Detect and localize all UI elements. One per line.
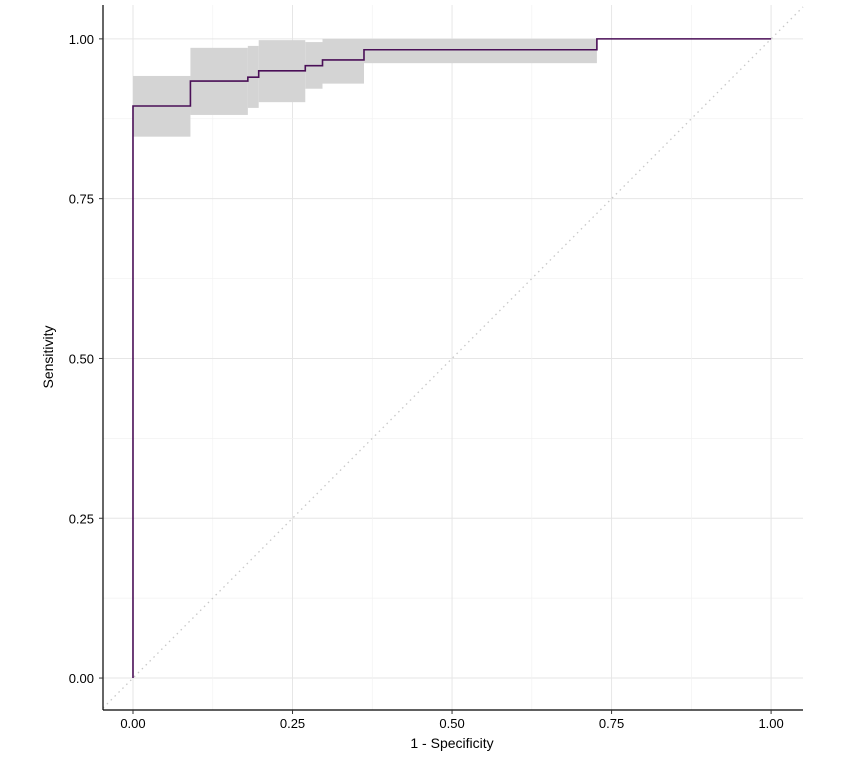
ticks: 0.00 0.25 0.50 0.75 1.00 0.00 0.25 0.50 0.75 1.00: [69, 32, 784, 731]
y-tick-label: 0.50: [69, 351, 94, 366]
y-tick-label: 0.75: [69, 192, 94, 207]
diagonal-line: [102, 6, 804, 709]
ci-band-segment: [363, 38, 597, 64]
x-tick-label: 0.00: [120, 716, 145, 731]
y-axis-label: Sensitivity: [40, 325, 56, 388]
x-tick-label: 0.75: [599, 716, 624, 731]
roc-line: [132, 38, 772, 679]
ci-band-segment: [322, 38, 364, 84]
roc-curve: [132, 38, 772, 679]
y-tick-label: 1.00: [69, 32, 94, 47]
y-tick-label: 0.25: [69, 511, 94, 526]
x-axis-label: 1 - Specificity: [410, 735, 493, 751]
confidence-band: [132, 38, 597, 137]
y-tick-label: 0.00: [69, 671, 94, 686]
axes: [102, 5, 803, 711]
x-tick-label: 0.25: [280, 716, 305, 731]
x-tick-label: 1.00: [758, 716, 783, 731]
x-tick-label: 0.50: [439, 716, 464, 731]
reference-diagonal: [102, 6, 804, 709]
